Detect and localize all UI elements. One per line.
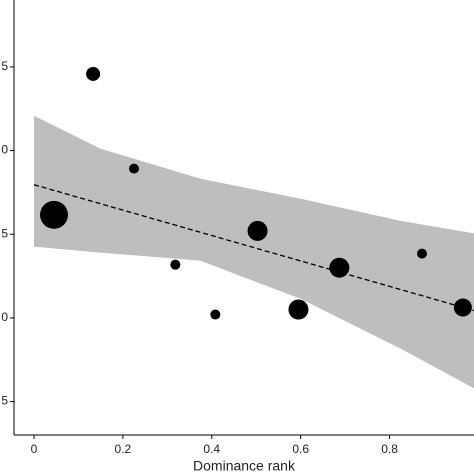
- x-axis-label: Dominance rank: [193, 458, 296, 474]
- x-tick-label: 0.6: [292, 442, 309, 456]
- confidence-band: [34, 115, 474, 389]
- point: [170, 259, 181, 270]
- fit-line: [33, 184, 474, 312]
- y-tick-label: 5: [1, 226, 8, 240]
- y-tick-label: 0: [1, 310, 8, 324]
- y-tick-label: 5: [1, 394, 8, 408]
- point: [40, 200, 68, 229]
- point: [129, 163, 139, 174]
- x-tick-label: 0.2: [115, 442, 132, 456]
- y-tick-label: 5: [1, 59, 8, 73]
- point: [417, 248, 427, 259]
- y-tick-label: 0: [1, 143, 8, 157]
- point: [453, 298, 472, 317]
- point: [288, 299, 309, 320]
- point: [247, 220, 268, 241]
- point: [210, 309, 221, 320]
- point: [86, 66, 101, 81]
- x-tick-label: 0.4: [203, 442, 220, 456]
- point: [329, 257, 350, 278]
- x-tick-label: 0.8: [381, 442, 398, 456]
- x-tick-label: 0: [31, 442, 38, 456]
